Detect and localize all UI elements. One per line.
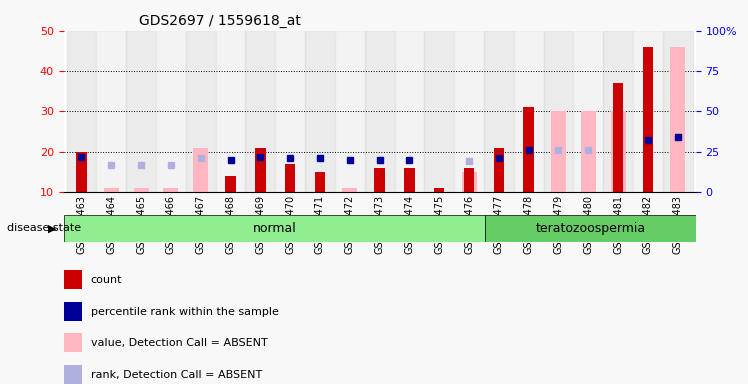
- Text: GDS2697 / 1559618_at: GDS2697 / 1559618_at: [139, 14, 301, 28]
- Bar: [663, 31, 693, 192]
- Bar: [275, 31, 305, 192]
- Text: count: count: [91, 275, 122, 285]
- Text: normal: normal: [252, 222, 296, 235]
- Bar: [613, 83, 623, 192]
- Bar: [186, 31, 215, 192]
- Bar: [633, 31, 663, 192]
- Bar: [255, 148, 266, 192]
- Bar: [64, 333, 82, 353]
- Bar: [335, 31, 365, 192]
- Bar: [464, 168, 474, 192]
- Bar: [494, 148, 504, 192]
- Bar: [126, 31, 156, 192]
- Bar: [156, 31, 186, 192]
- Bar: [164, 188, 178, 192]
- Bar: [574, 31, 603, 192]
- Bar: [315, 172, 325, 192]
- Bar: [462, 172, 476, 192]
- Bar: [670, 47, 685, 192]
- Bar: [64, 302, 82, 321]
- Bar: [375, 168, 384, 192]
- Bar: [96, 31, 126, 192]
- Text: disease state: disease state: [7, 223, 82, 233]
- Bar: [643, 47, 653, 192]
- FancyBboxPatch shape: [485, 215, 696, 242]
- Bar: [404, 168, 414, 192]
- Bar: [64, 365, 82, 384]
- Bar: [551, 111, 566, 192]
- Bar: [394, 31, 424, 192]
- Bar: [193, 148, 208, 192]
- FancyBboxPatch shape: [64, 215, 485, 242]
- Text: percentile rank within the sample: percentile rank within the sample: [91, 307, 278, 317]
- Bar: [215, 31, 245, 192]
- Bar: [514, 31, 544, 192]
- Bar: [603, 31, 633, 192]
- Bar: [434, 188, 444, 192]
- Bar: [484, 31, 514, 192]
- Text: rank, Detection Call = ABSENT: rank, Detection Call = ABSENT: [91, 370, 262, 380]
- Bar: [424, 31, 454, 192]
- Bar: [225, 176, 236, 192]
- Bar: [581, 111, 595, 192]
- Bar: [524, 107, 534, 192]
- Bar: [610, 111, 625, 192]
- Bar: [454, 31, 484, 192]
- Bar: [76, 152, 87, 192]
- Bar: [544, 31, 574, 192]
- Bar: [365, 31, 394, 192]
- Text: ▶: ▶: [48, 223, 56, 233]
- Bar: [104, 188, 119, 192]
- Text: value, Detection Call = ABSENT: value, Detection Call = ABSENT: [91, 338, 267, 348]
- Bar: [285, 164, 295, 192]
- Bar: [67, 31, 96, 192]
- Bar: [245, 31, 275, 192]
- Bar: [64, 270, 82, 289]
- Bar: [305, 31, 335, 192]
- Bar: [134, 188, 149, 192]
- Text: teratozoospermia: teratozoospermia: [536, 222, 646, 235]
- Bar: [343, 188, 358, 192]
